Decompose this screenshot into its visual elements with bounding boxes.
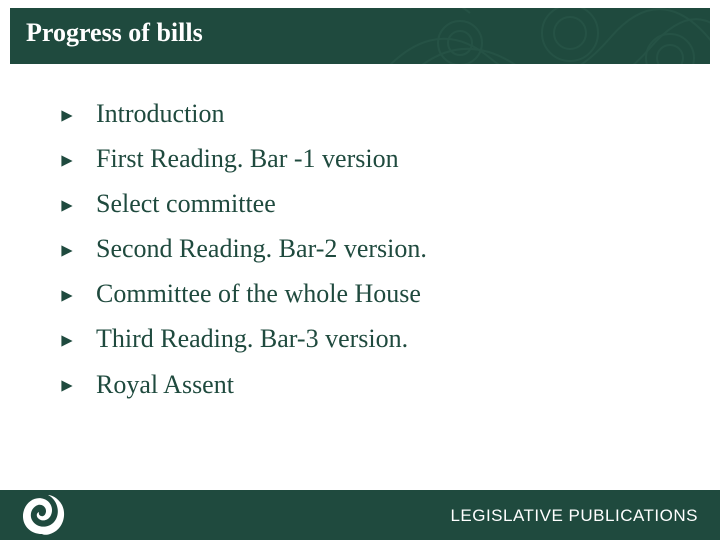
bullet-text: First Reading. Bar -1 version	[96, 141, 399, 176]
slide: Progress of bills Introduction First Rea…	[0, 0, 720, 540]
list-item: Second Reading. Bar-2 version.	[60, 231, 680, 266]
bullet-text: Select committee	[96, 186, 276, 221]
bullet-text: Third Reading. Bar-3 version.	[96, 321, 408, 356]
triangle-bullet-icon	[60, 289, 74, 303]
triangle-bullet-icon	[60, 244, 74, 258]
footer-band: LEGISLATIVE PUBLICATIONS	[0, 490, 720, 540]
triangle-bullet-icon	[60, 154, 74, 168]
list-item: Royal Assent	[60, 367, 680, 402]
list-item: Select committee	[60, 186, 680, 221]
triangle-bullet-icon	[60, 109, 74, 123]
header-band: Progress of bills	[10, 8, 710, 64]
list-item: Committee of the whole House	[60, 276, 680, 311]
bullet-text: Introduction	[96, 96, 225, 131]
list-item: Third Reading. Bar-3 version.	[60, 321, 680, 356]
slide-title: Progress of bills	[26, 18, 203, 48]
footer-text: LEGISLATIVE PUBLICATIONS	[450, 506, 698, 526]
koru-logo-icon	[14, 482, 70, 538]
bullet-text: Royal Assent	[96, 367, 234, 402]
bullet-text: Committee of the whole House	[96, 276, 421, 311]
triangle-bullet-icon	[60, 334, 74, 348]
triangle-bullet-icon	[60, 199, 74, 213]
bullet-text: Second Reading. Bar-2 version.	[96, 231, 427, 266]
list-item: First Reading. Bar -1 version	[60, 141, 680, 176]
list-item: Introduction	[60, 96, 680, 131]
bullet-list: Introduction First Reading. Bar -1 versi…	[60, 96, 680, 412]
koru-pattern	[370, 8, 710, 64]
triangle-bullet-icon	[60, 379, 74, 393]
